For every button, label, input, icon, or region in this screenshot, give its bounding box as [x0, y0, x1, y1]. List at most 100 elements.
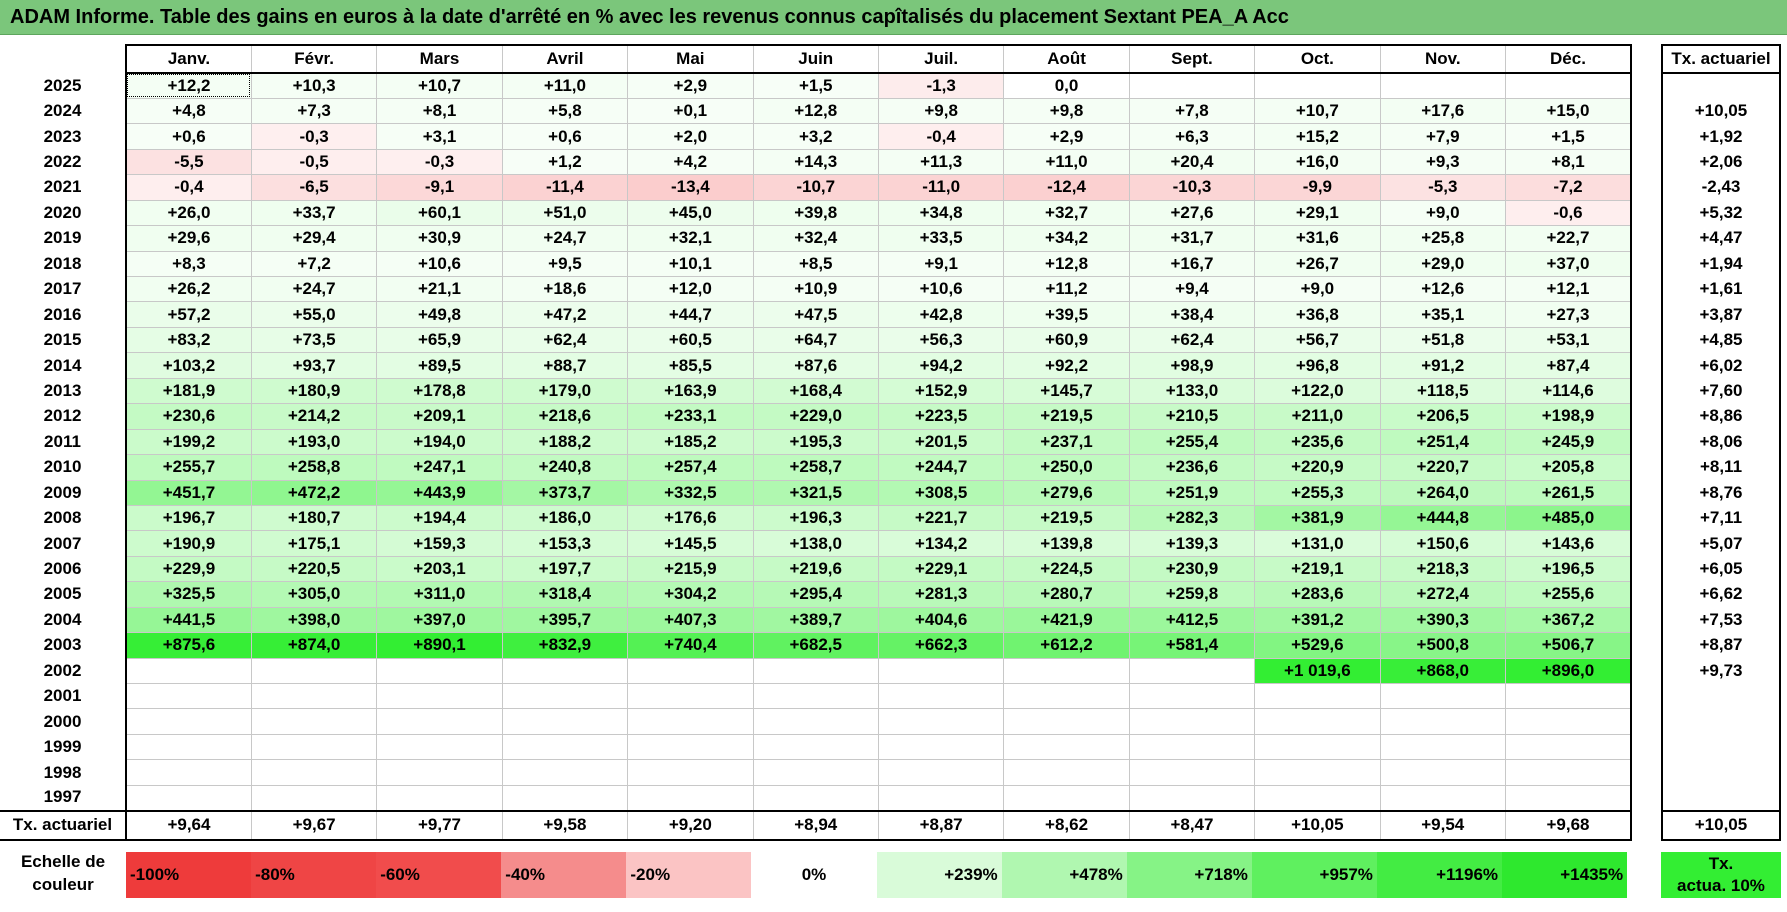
gain-cell: +24,7 [501, 225, 629, 252]
tx-row: +1,92 [1661, 123, 1781, 150]
gain-cell [376, 784, 503, 812]
gain-cell: +35,1 [1379, 301, 1506, 328]
gain-cell: +250,0 [1003, 454, 1130, 481]
tx-header: Tx. actuariel [1661, 44, 1781, 74]
gain-cell: +118,5 [1379, 377, 1506, 405]
gain-cell [1379, 759, 1506, 786]
color-scale-cell: -40% [501, 852, 627, 898]
gain-cell [627, 682, 754, 710]
gain-cell: +133,0 [1128, 377, 1256, 405]
gain-cell: +9,3 [1379, 148, 1506, 176]
gain-cell: +4,2 [627, 148, 754, 176]
gain-cell [1254, 682, 1381, 710]
gain-cell [877, 708, 1005, 735]
gain-cell: +7,2 [250, 250, 378, 278]
gain-cell: +325,5 [125, 581, 252, 608]
gain-cell [1504, 733, 1632, 761]
gain-cell: +391,2 [1254, 606, 1381, 634]
gain-cell: +220,7 [1379, 454, 1506, 481]
color-scale-cell: +957% [1251, 852, 1377, 898]
table-row: 2025 +12,2 +10,3 +10,7 +11,0 +2,9 +1,5 -1,3 0,0 [0, 72, 1632, 99]
gain-cell: +87,4 [1504, 352, 1632, 379]
gain-cell: +203,1 [376, 555, 503, 583]
gain-cell [1254, 733, 1381, 761]
gain-cell: +5,8 [501, 97, 629, 125]
gain-cell: +398,0 [250, 606, 378, 634]
gain-cell: +255,7 [125, 454, 252, 481]
gain-cell: +220,9 [1254, 454, 1381, 481]
tx-row: +10,05 [1661, 98, 1781, 124]
tx-row: +5,32 [1661, 200, 1781, 226]
gain-cell: +17,6 [1379, 97, 1506, 125]
tx-cell: +8,11 [1661, 454, 1781, 480]
page-title: ADAM Informe. Table des gains en euros à… [0, 0, 1787, 35]
footer-rate-cell: +9,54 [1379, 809, 1506, 841]
gain-cell [1254, 708, 1381, 735]
footer-rate-cell: +8,87 [877, 809, 1005, 841]
gain-cell: +24,7 [250, 275, 378, 303]
tx-row: -2,43 [1661, 174, 1781, 201]
gain-cell: +196,7 [125, 504, 252, 532]
gain-cell: +168,4 [752, 377, 879, 405]
gain-cell: +188,2 [501, 428, 629, 456]
year-label: 2018 [0, 251, 127, 277]
gain-cell: -0,3 [376, 148, 503, 176]
gain-cell: +2,9 [1003, 123, 1130, 150]
gain-cell: +682,5 [752, 632, 879, 659]
tx-cell [1661, 759, 1781, 786]
gain-cell [1504, 759, 1632, 786]
year-label: 2005 [0, 581, 127, 608]
gain-cell: +529,6 [1254, 632, 1381, 659]
gain-cell: +218,3 [1379, 555, 1506, 583]
table-row: 2010 +255,7 +258,8 +247,1 +240,8 +257,4 +258,7… [0, 454, 1632, 481]
gain-cell: +64,7 [752, 326, 879, 354]
table-row: 2001 [0, 682, 1632, 710]
gain-cell: +37,0 [1504, 250, 1632, 278]
year-label: 2000 [0, 708, 127, 735]
gain-cell: -10,3 [1128, 174, 1256, 201]
gain-cell [752, 759, 879, 786]
gain-cell [752, 733, 879, 761]
tx-cell: +8,06 [1661, 429, 1781, 455]
gain-cell: +230,9 [1128, 555, 1256, 583]
gain-cell [1128, 784, 1256, 812]
gain-cell: +318,4 [501, 581, 629, 608]
gain-cell: +56,3 [877, 326, 1005, 354]
gain-cell: +16,0 [1254, 148, 1381, 176]
gain-cell: +36,8 [1254, 301, 1381, 328]
gain-cell [376, 682, 503, 710]
gain-cell: +219,5 [1003, 504, 1130, 532]
gain-cell: +21,1 [376, 275, 503, 303]
gain-cell: +49,8 [376, 301, 503, 328]
tx-row: +9,73 [1661, 658, 1781, 684]
gain-cell [501, 759, 629, 786]
gain-cell: +62,4 [1128, 326, 1256, 354]
table-row: 2002 +1 019,6 +868,0 +896,0 [0, 657, 1632, 685]
gain-cell: -12,4 [1003, 174, 1130, 201]
gain-cell: +60,9 [1003, 326, 1130, 354]
gain-cell: +29,4 [250, 225, 378, 252]
gain-cell: +0,1 [627, 97, 754, 125]
table-row: 2016 +57,2 +55,0 +49,8 +47,2 +44,7 +47,5 +42,8 +… [0, 301, 1632, 328]
gain-cell: +868,0 [1379, 657, 1506, 685]
gain-cell: +2,9 [627, 72, 754, 99]
color-scale-cell: -20% [626, 852, 752, 898]
gain-cell: +31,6 [1254, 225, 1381, 252]
year-label: 2020 [0, 200, 127, 226]
gain-cell [1379, 708, 1506, 735]
gain-cell [125, 682, 252, 710]
gain-cell: +395,7 [501, 606, 629, 634]
tx-row: +8,76 [1661, 480, 1781, 506]
year-label: 2013 [0, 378, 127, 404]
tx-legend-line2: actua. 10% [1677, 876, 1765, 895]
gain-cell: +114,6 [1504, 377, 1632, 405]
gain-cell: +206,5 [1379, 403, 1506, 430]
tx-cell: +1,94 [1661, 251, 1781, 277]
footer-row: Tx. actuariel +9,64 +9,67 +9,77 +9,58 +9,20 +8… [0, 809, 1632, 841]
gain-cell: +321,5 [752, 479, 879, 506]
gain-cell: +1 019,6 [1254, 657, 1381, 685]
gain-cell: +33,7 [250, 199, 378, 227]
gain-cell: +308,5 [877, 479, 1005, 506]
gain-cell: +281,3 [877, 581, 1005, 608]
gain-cell: +139,3 [1128, 530, 1256, 557]
